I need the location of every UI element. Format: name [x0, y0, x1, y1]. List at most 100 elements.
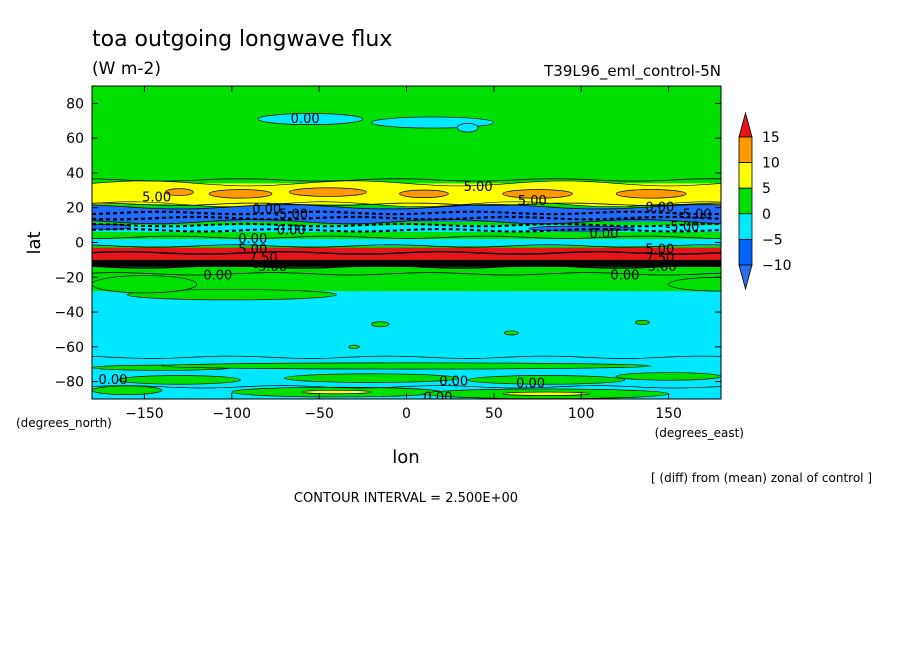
colorbar-segment [738, 162, 753, 189]
contour-blob [399, 189, 449, 198]
x-tick-label: 0 [402, 406, 411, 422]
y-tick-label: −80 [54, 375, 84, 391]
contour-blob [289, 187, 367, 197]
contour-label: 0.00 [238, 232, 267, 247]
contour-line [92, 385, 721, 389]
contour-label: 0.00 [277, 223, 306, 238]
contour-labels: 0.005.005.005.00 0.000.00-5.00 -5.00-5.000… [98, 112, 712, 405]
contour-label: -5.00 [274, 208, 308, 223]
zonal-bands [92, 86, 721, 399]
y-tick-label: 60 [66, 131, 84, 147]
colorbar-bottom-arrow [738, 264, 753, 291]
colorbar-label: 5 [762, 181, 771, 197]
figure-title: toa outgoing longwave flux [92, 27, 392, 52]
colorbar-label: 15 [762, 130, 780, 146]
colorbar-label: 0 [762, 207, 771, 223]
colorbar-top-arrow [738, 111, 753, 138]
contour-blob [301, 389, 372, 395]
contour-label: 5.00 [142, 190, 171, 205]
colorbar-segment [738, 136, 753, 164]
contour-blob [635, 320, 650, 325]
contour-line [92, 178, 721, 182]
x-tick-label: 150 [655, 406, 682, 422]
contour-blob [126, 289, 337, 301]
colorbar-label: 10 [762, 156, 780, 172]
x-axis: −150 −100 −50 0 50 100 150 [125, 86, 682, 422]
contour-blob [348, 344, 360, 349]
contour-label: 0.00 [516, 376, 545, 391]
contour-label: 7.50 [645, 251, 674, 266]
contour-blob [161, 362, 652, 370]
y-tick-label: −60 [54, 340, 84, 356]
colorbar: 15 10 5 0 −5 −10 [738, 111, 792, 291]
y-tick-label: −40 [54, 305, 84, 321]
contour-label: 0.00 [439, 375, 468, 390]
contour-blob [165, 188, 194, 196]
contour-line [92, 355, 721, 359]
experiment-label: T39L96_eml_control-5N [543, 62, 721, 81]
contour-blob [456, 123, 479, 133]
contour-label: 0.00 [610, 269, 639, 284]
contour-blob [92, 275, 198, 294]
y-tick-label: 40 [66, 166, 84, 182]
contour-label: -5.00 [253, 260, 287, 275]
colorbar-segment [738, 213, 753, 240]
contour-blob [502, 391, 591, 396]
colorbar-segment [738, 187, 753, 215]
contour-label: 0.00 [252, 202, 281, 217]
zonal-band [92, 247, 721, 260]
contour-label: -5.00 [666, 220, 700, 235]
contour-label: 7.50 [249, 251, 278, 266]
zonal-band [92, 239, 721, 246]
y-tick-label: −20 [54, 270, 84, 286]
x-tick-label: −100 [213, 406, 251, 422]
y-tick-label: 80 [66, 96, 84, 112]
contour-blobs [92, 113, 721, 399]
x-axis-label: lon [392, 447, 419, 468]
contour-line [92, 235, 721, 239]
colorbar-label: −5 [762, 232, 783, 248]
contour-line [92, 250, 721, 255]
contour-blob [92, 385, 163, 396]
contour-label: 5.00 [238, 242, 267, 257]
figure-units: (W m-2) [92, 59, 161, 79]
x-axis-units: (degrees_east) [655, 426, 744, 440]
y-tick-label: 0 [75, 236, 84, 252]
contour-label: 5.00 [645, 242, 674, 257]
contour-line [92, 272, 721, 276]
contour-label: 0.00 [423, 390, 452, 405]
y-axis: 80 60 40 20 0 −20 −40 −60 −80 [54, 96, 721, 391]
x-tick-label: −50 [304, 406, 334, 422]
contour-blob [467, 375, 626, 385]
contour-label: -5.00 [643, 260, 677, 275]
contour-blob [208, 189, 273, 199]
zonal-band [92, 86, 721, 173]
contour-lines [92, 178, 721, 389]
contour-blob [615, 372, 721, 381]
contour-line [92, 202, 721, 206]
colorbar-segment [738, 238, 753, 266]
contour-label: 0.00 [589, 227, 618, 242]
y-axis-units: (degrees_north) [16, 416, 112, 430]
contour-label: 0.00 [645, 201, 674, 216]
zonal-band [92, 225, 721, 233]
colorbar-label: −10 [762, 258, 792, 274]
contour-label: 0.00 [291, 112, 320, 127]
x-tick-label: 100 [568, 406, 595, 422]
y-tick-label: 20 [66, 201, 84, 217]
plot-area: 0.005.005.005.00 0.000.00-5.00 -5.00-5.000… [92, 86, 721, 405]
footnote: [ (diff) from (mean) zonal of control ] [651, 471, 872, 485]
contour-label: 5.00 [464, 180, 493, 195]
contour-label: 0.00 [98, 373, 127, 388]
contour-label: 5.00 [518, 194, 547, 209]
contour-blob [502, 189, 573, 199]
contour-blob [283, 373, 460, 383]
contour-blob [117, 375, 241, 385]
y-axis-label: lat [24, 231, 45, 254]
contour-blob [503, 330, 519, 336]
x-tick-label: 50 [485, 406, 503, 422]
contour-label: -5.00 [678, 208, 712, 223]
contour-label: 0.00 [203, 269, 232, 284]
zonal-band [92, 259, 721, 267]
